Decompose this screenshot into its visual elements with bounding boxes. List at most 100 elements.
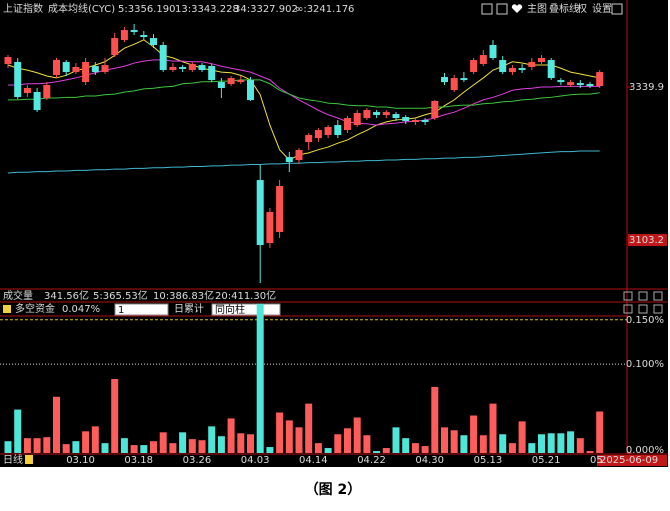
candle-body [344, 118, 351, 131]
bar [528, 443, 536, 453]
candle-body [392, 114, 400, 119]
candle-body [373, 112, 381, 116]
candle-body [334, 125, 342, 135]
x-tick-label: 05.13 [474, 455, 503, 466]
bar [586, 451, 594, 453]
candle-body [567, 82, 575, 86]
x-tick-label: 03.10 [66, 455, 95, 466]
bar [4, 441, 12, 453]
bar [247, 434, 254, 453]
bar [266, 447, 274, 453]
bar [188, 439, 196, 453]
bar [344, 428, 351, 453]
bar [518, 421, 526, 453]
bar [256, 303, 264, 453]
bar [538, 434, 545, 453]
candle-body [217, 82, 225, 89]
expand-icon[interactable] [611, 3, 623, 15]
candle-body [140, 35, 148, 38]
bar [373, 451, 381, 453]
legend-entry: 34:3327.902 [234, 4, 298, 15]
candle-body [285, 157, 293, 163]
panel-icon[interactable] [623, 291, 633, 301]
favorite-icon[interactable] [511, 4, 523, 14]
candle-body [382, 112, 390, 116]
candle-body [489, 45, 497, 59]
panel-icon[interactable] [638, 291, 648, 301]
x-tick-label: 04.22 [357, 455, 386, 466]
x-tick-label: 04.03 [241, 455, 270, 466]
candle-body [150, 38, 157, 46]
bar [14, 409, 22, 453]
candle-body [159, 45, 167, 71]
bar [295, 427, 303, 453]
zoom-out-icon[interactable] [496, 3, 508, 15]
panel-icon[interactable] [653, 291, 663, 301]
ma-line [8, 79, 600, 109]
bar [305, 403, 313, 453]
panel-icon[interactable] [638, 304, 648, 314]
volume-label: 成交量 [3, 289, 33, 302]
candle-body [120, 30, 128, 41]
bar [431, 386, 439, 453]
candle-body [111, 38, 119, 56]
dropdown-value[interactable]: 同向柱 [215, 303, 245, 316]
bar [479, 435, 487, 453]
index-title: 上证指数 [3, 2, 43, 15]
candle-body [305, 134, 313, 143]
bar [237, 433, 245, 453]
bar [285, 420, 293, 453]
button[interactable]: 权 [577, 2, 587, 15]
bar [130, 445, 138, 453]
panel-icon[interactable] [623, 304, 633, 314]
x-tick-label: 04.30 [415, 455, 444, 466]
candle-body [62, 62, 70, 73]
zoom-in-icon[interactable] [481, 3, 493, 15]
period-label[interactable]: 日线 [3, 453, 23, 466]
bar [324, 448, 332, 453]
bar [508, 443, 516, 453]
candle-body [441, 77, 448, 83]
bar [353, 417, 361, 453]
button[interactable]: 设置 [592, 3, 612, 15]
bar [23, 438, 31, 453]
style-dropdown[interactable] [211, 303, 281, 316]
bar [421, 446, 429, 453]
indicator-value: 0.047% [62, 304, 100, 315]
bar [120, 438, 128, 453]
dropdown-value[interactable]: 1 [118, 305, 124, 316]
candle-body [247, 80, 254, 101]
date-box [597, 455, 667, 466]
candle-body [499, 60, 507, 73]
help-icon[interactable] [3, 305, 11, 313]
bar [198, 440, 206, 453]
x-tick-label: 05.21 [532, 455, 561, 466]
period-dropdown[interactable] [114, 303, 169, 316]
bar [499, 434, 507, 453]
bar [91, 426, 99, 453]
button[interactable]: 主图 [527, 3, 547, 15]
panel-icon[interactable] [653, 304, 663, 314]
bar [227, 418, 235, 453]
bar [382, 448, 390, 453]
indicator-title: 多空资金 [15, 302, 55, 315]
bar [489, 403, 497, 453]
candle-body [198, 65, 206, 71]
candle-body [23, 88, 31, 94]
bar [208, 426, 216, 453]
bar [82, 431, 90, 453]
volume-ma: 5:365.53亿 [93, 289, 148, 302]
candle-body [576, 83, 584, 86]
candle-body [72, 66, 80, 73]
candle-body [266, 212, 274, 244]
candle-body [596, 72, 604, 87]
candle-body [538, 58, 545, 63]
candle-body [33, 92, 41, 111]
bar [72, 441, 80, 453]
bar [150, 441, 157, 453]
candle-body [402, 117, 410, 122]
period-icon[interactable] [25, 455, 33, 464]
y-tick-label: 0.000% [626, 445, 664, 456]
bar [169, 443, 177, 453]
button[interactable]: 叠标线 [549, 2, 579, 15]
